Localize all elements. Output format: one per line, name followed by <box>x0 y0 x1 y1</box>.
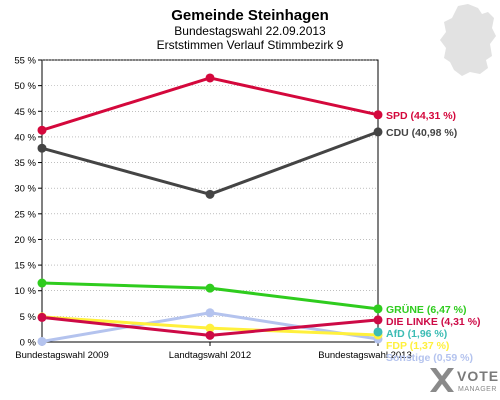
data-point-sonstige <box>37 336 47 346</box>
data-point-cdu <box>373 127 383 137</box>
data-point-afd <box>373 327 383 337</box>
data-point-gr-ne <box>373 304 383 314</box>
chart-title: Gemeinde Steinhagen <box>171 7 329 24</box>
plot-area <box>41 59 379 343</box>
y-tick-label: 55 % <box>14 56 36 67</box>
data-point-sonstige <box>205 308 215 318</box>
series-label-fdp: FDP (1,37 %) <box>386 340 449 352</box>
series-label-cdu: CDU (40,98 %) <box>386 127 457 139</box>
series-label-afd: AfD (1,96 %) <box>386 328 447 340</box>
brand-name: VOTE <box>457 368 499 384</box>
x-tick-label: Bundestagswahl 2013 <box>318 350 412 361</box>
series-labels: SPD (44,31 %) CDU (40,98 %) GRÜNE (6,47 %)… <box>386 110 481 364</box>
votemanager-logo-icon <box>430 368 454 392</box>
y-tick-label: 10 % <box>14 286 36 297</box>
data-point-spd <box>205 73 215 83</box>
y-tick-label: 25 % <box>14 209 36 220</box>
y-tick-label: 45 % <box>14 107 36 118</box>
y-tick-label: 35 % <box>14 158 36 169</box>
y-axis-ticks: 0 % 5 % 10 % 15 % 20 % 25 % 30 % 35 % 40 % 45 % 50… <box>14 56 42 349</box>
germany-map-icon <box>440 4 496 76</box>
y-tick-label: 0 % <box>20 338 37 349</box>
series-label-die-linke: DIE LINKE (4,31 %) <box>386 316 481 328</box>
y-tick-label: 5 % <box>20 312 37 323</box>
data-point-die-linke <box>373 315 383 325</box>
chart-subtitle-description: Erststimmen Verlauf Stimmbezirk 9 <box>157 38 344 52</box>
chart-subtitle-date: Bundestagswahl 22.09.2013 <box>174 24 326 38</box>
data-point-cdu <box>205 189 215 199</box>
data-point-spd <box>373 110 383 120</box>
series-label-sonstige: Sonstige (0,59 %) <box>386 352 473 364</box>
series-points <box>37 73 383 346</box>
x-axis-ticks: Bundestagswahl 2009 Landtagswahl 2012 Bund… <box>15 342 412 361</box>
data-point-gr-ne <box>37 278 47 288</box>
x-tick-label: Bundestagswahl 2009 <box>15 350 109 361</box>
series-label-gr-ne: GRÜNE (6,47 %) <box>386 303 467 316</box>
y-tick-label: 20 % <box>14 235 36 246</box>
y-tick-label: 50 % <box>14 81 36 92</box>
data-point-spd <box>37 125 47 135</box>
x-tick-label: Landtagswahl 2012 <box>169 350 251 361</box>
data-point-fdp <box>205 323 215 333</box>
data-point-gr-ne <box>205 283 215 293</box>
brand-subtitle: MANAGER <box>458 386 497 393</box>
series-label-spd: SPD (44,31 %) <box>386 110 456 122</box>
y-tick-label: 15 % <box>14 261 36 272</box>
data-point-die-linke <box>37 312 47 322</box>
data-point-cdu <box>37 143 47 153</box>
y-tick-label: 40 % <box>14 132 36 143</box>
data-point-die-linke <box>205 330 215 340</box>
y-tick-label: 30 % <box>14 184 36 195</box>
